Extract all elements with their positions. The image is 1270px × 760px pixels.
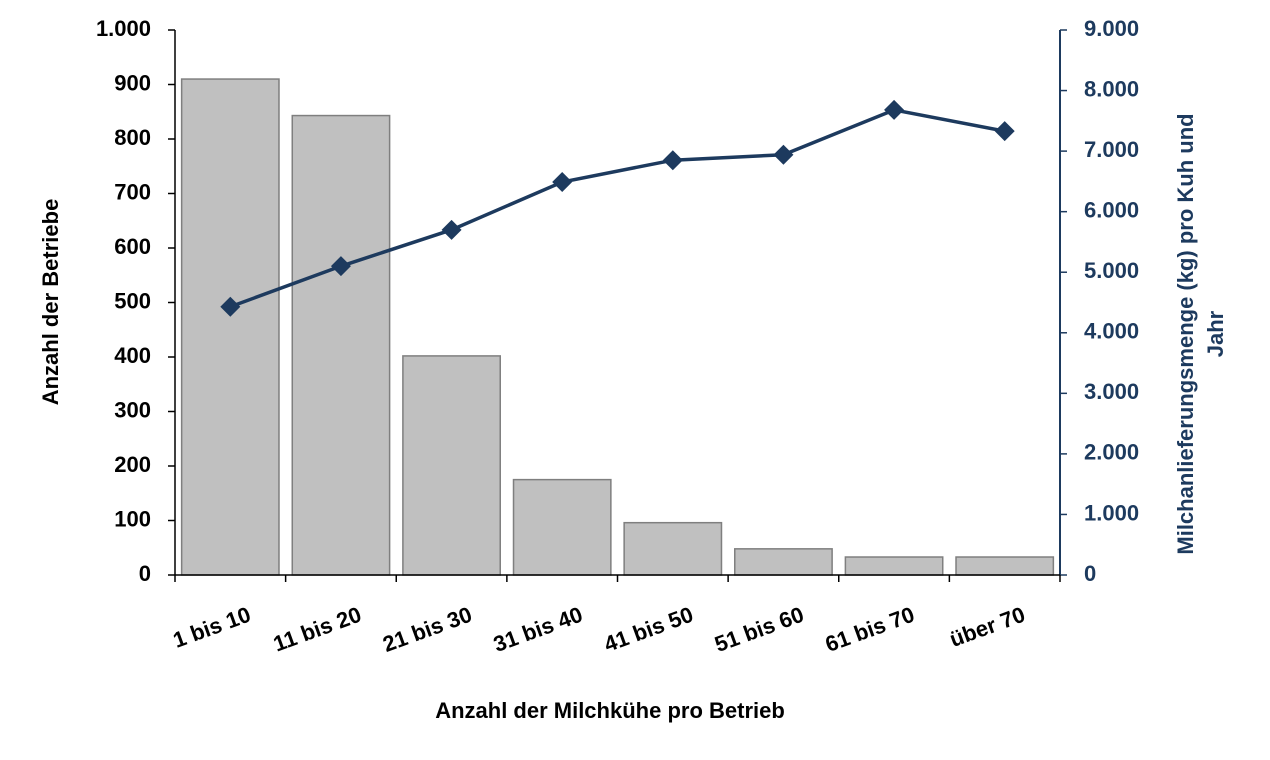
bar xyxy=(734,548,833,576)
marker xyxy=(994,121,1015,142)
x-tick-label: 1 bis 10 xyxy=(170,602,254,653)
y2-tick-label: 6.000 xyxy=(1084,197,1139,222)
bar xyxy=(623,521,723,576)
x-tick-label: 11 bis 20 xyxy=(270,602,365,657)
bar xyxy=(955,556,1055,576)
y2-tick-label: 2.000 xyxy=(1084,440,1139,465)
x-axis-label: Anzahl der Milchkühe pro Betrieb xyxy=(435,698,785,723)
y-tick-label: 600 xyxy=(114,234,151,259)
y-tick-label: 700 xyxy=(114,179,151,204)
y-tick-label: 300 xyxy=(114,397,151,422)
x-tick-label: über 70 xyxy=(946,602,1028,652)
y2-tick-label: 0 xyxy=(1084,561,1096,586)
bar xyxy=(180,78,280,576)
marker xyxy=(662,150,683,171)
y-tick-label: 100 xyxy=(114,506,151,531)
x-tick-label: 21 bis 30 xyxy=(379,602,475,657)
bar xyxy=(291,114,391,576)
marker xyxy=(220,296,241,317)
y-tick-label: 200 xyxy=(114,452,151,477)
marker xyxy=(773,144,794,165)
y-tick-label: 500 xyxy=(114,288,151,313)
y2-axis-label: Jahr xyxy=(1203,310,1228,357)
y2-tick-label: 3.000 xyxy=(1084,379,1139,404)
y-tick-label: 400 xyxy=(114,343,151,368)
y2-tick-label: 9.000 xyxy=(1084,16,1139,41)
y2-tick-label: 1.000 xyxy=(1084,500,1139,525)
bar xyxy=(844,556,944,576)
x-tick-label: 61 bis 70 xyxy=(822,602,918,657)
y2-tick-label: 7.000 xyxy=(1084,137,1139,162)
x-tick-label: 51 bis 60 xyxy=(711,602,807,657)
bar xyxy=(512,478,612,576)
marker xyxy=(552,171,573,192)
marker xyxy=(330,256,351,277)
line xyxy=(229,108,1006,309)
marker xyxy=(441,219,462,240)
y2-tick-label: 4.000 xyxy=(1084,319,1139,344)
marker xyxy=(884,99,905,120)
y-tick-label: 900 xyxy=(114,70,151,95)
y2-tick-label: 5.000 xyxy=(1084,258,1139,283)
x-tick-label: 31 bis 40 xyxy=(490,602,586,657)
y2-tick-label: 8.000 xyxy=(1084,76,1139,101)
x-tick-label: 41 bis 50 xyxy=(601,602,697,657)
y-tick-label: 800 xyxy=(114,125,151,150)
y-tick-label: 1.000 xyxy=(96,16,151,41)
y-tick-label: 0 xyxy=(139,561,151,586)
y2-axis-label: Milchanlieferungsmenge (kg) pro Kuh und xyxy=(1173,113,1198,554)
y-axis-label: Anzahl der Betriebe xyxy=(38,199,63,406)
bar xyxy=(402,355,501,576)
